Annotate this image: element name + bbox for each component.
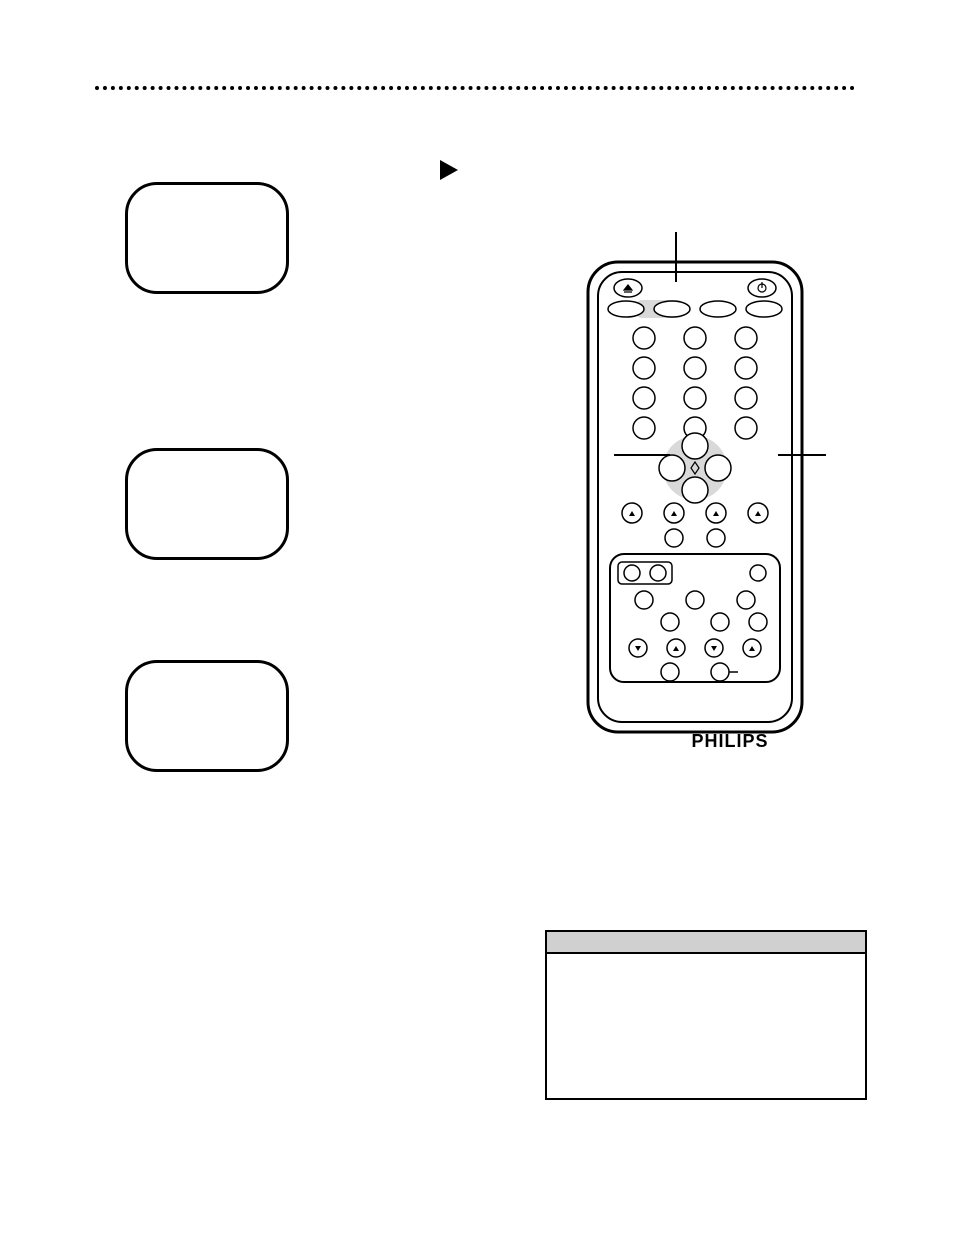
- panel-button[interactable]: [635, 591, 653, 609]
- panel-button[interactable]: [737, 591, 755, 609]
- panel-button[interactable]: [661, 663, 679, 681]
- nav-up[interactable]: [682, 433, 708, 459]
- leader-line: [778, 454, 826, 456]
- panel-button[interactable]: [749, 613, 767, 631]
- power-button[interactable]: [748, 279, 776, 297]
- color-button-green[interactable]: [654, 301, 690, 317]
- leader-line: [614, 454, 670, 456]
- callout-box-2: [125, 448, 289, 560]
- numpad-button[interactable]: [735, 357, 757, 379]
- numpad-button[interactable]: [735, 387, 757, 409]
- small-button[interactable]: [707, 529, 725, 547]
- callout-box-1: [125, 182, 289, 294]
- panel-button[interactable]: [624, 565, 640, 581]
- panel-button[interactable]: [650, 565, 666, 581]
- tip-box-header: [547, 932, 865, 954]
- leader-line: [675, 232, 677, 282]
- tip-box: [545, 930, 867, 1100]
- nav-down[interactable]: [682, 477, 708, 503]
- panel-button[interactable]: [750, 565, 766, 581]
- numpad-button[interactable]: [633, 357, 655, 379]
- panel-button[interactable]: [686, 591, 704, 609]
- nav-left[interactable]: [659, 455, 685, 481]
- numpad-button[interactable]: [684, 327, 706, 349]
- numpad-button[interactable]: [633, 417, 655, 439]
- remote-svg: [580, 258, 810, 738]
- brand-label: PHILIPS: [580, 731, 880, 752]
- eject-button[interactable]: [614, 279, 642, 297]
- numpad-button[interactable]: [684, 387, 706, 409]
- panel-button[interactable]: [711, 613, 729, 631]
- numpad-button[interactable]: [633, 327, 655, 349]
- panel-button[interactable]: [661, 613, 679, 631]
- color-button-yellow[interactable]: [700, 301, 736, 317]
- small-button[interactable]: [665, 529, 683, 547]
- play-icon: [440, 160, 458, 180]
- numpad-button[interactable]: [735, 327, 757, 349]
- dotted-rule: [95, 86, 855, 90]
- color-button-red[interactable]: [608, 301, 644, 317]
- numpad-button[interactable]: [684, 357, 706, 379]
- callout-box-3: [125, 660, 289, 772]
- numpad-button[interactable]: [735, 417, 757, 439]
- page: PHILIPS: [0, 0, 954, 1235]
- numpad-button[interactable]: [633, 387, 655, 409]
- nav-right[interactable]: [705, 455, 731, 481]
- color-button-blue[interactable]: [746, 301, 782, 317]
- remote-control: PHILIPS: [580, 258, 880, 778]
